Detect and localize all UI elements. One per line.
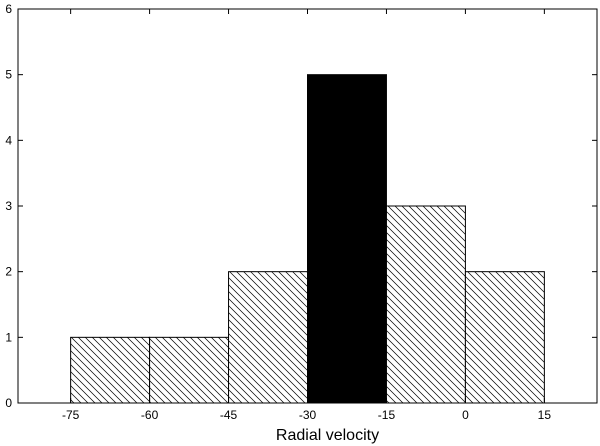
y-tick-label: 2	[5, 265, 12, 279]
histogram-bar	[149, 336, 230, 404]
x-tick-label: -30	[299, 408, 317, 422]
x-tick-label: -45	[220, 408, 238, 422]
histogram-bar	[385, 205, 466, 404]
y-tick-label: 4	[5, 133, 12, 147]
ticks-group: -75 -60 -45 -30 -15 0 15 0 1 2 3 4 5 6	[5, 2, 597, 422]
plot-frame	[17, 8, 598, 404]
x-tick-label: -15	[378, 408, 396, 422]
y-tick-label: 5	[5, 68, 12, 82]
x-tick-label: 15	[538, 408, 552, 422]
y-tick-label: 0	[5, 396, 12, 410]
histogram-bar	[307, 74, 387, 404]
histogram-bar	[70, 336, 151, 404]
histogram-bar	[464, 271, 545, 404]
x-tick-label: -75	[62, 408, 80, 422]
x-tick-label: 0	[462, 408, 469, 422]
y-tick-label: 6	[5, 2, 12, 16]
x-axis-title: Radial velocity	[276, 427, 379, 444]
bars-group	[70, 74, 545, 404]
y-tick-label: 1	[5, 330, 12, 344]
y-tick-label: 3	[5, 199, 12, 213]
histogram-bar	[228, 271, 308, 404]
x-tick-label: -60	[141, 408, 159, 422]
